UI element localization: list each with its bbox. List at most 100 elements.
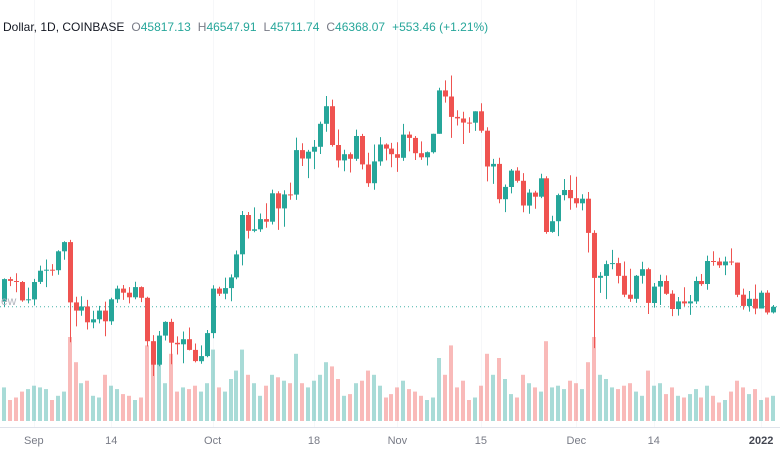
candle-body (437, 90, 442, 134)
candle-body (127, 292, 132, 298)
volume-bar (699, 397, 703, 421)
candle-body (759, 292, 764, 309)
candle-body (163, 321, 168, 336)
volume-bar (413, 391, 417, 421)
volume-bar (270, 374, 274, 421)
volume-bar (610, 387, 614, 421)
volume-bar (151, 341, 155, 421)
candle-body (443, 90, 448, 97)
volume-bar (109, 385, 113, 421)
time-axis-label[interactable]: 18 (308, 435, 320, 447)
volume-bar (133, 400, 137, 421)
volume-bar (127, 395, 131, 421)
volume-bar (622, 385, 626, 421)
volume-bar (556, 385, 560, 421)
candle-body (175, 342, 180, 345)
volume-bar (14, 397, 18, 421)
candle-body (634, 275, 639, 299)
candle-body (378, 144, 383, 162)
volume-bar (574, 383, 578, 421)
time-axis-label[interactable]: Sep (24, 435, 44, 447)
volume-bar (509, 394, 513, 421)
candle-body (38, 270, 43, 282)
volume-bar (747, 394, 751, 421)
volume-bar (485, 353, 489, 421)
volume-bar (473, 397, 477, 421)
volume-bar (431, 397, 435, 421)
volume-bar (205, 383, 209, 421)
candle-body (211, 288, 216, 334)
volume-bar (252, 383, 256, 421)
volume-bar (634, 391, 638, 421)
candle-body (413, 137, 418, 154)
candle-body (580, 198, 585, 204)
candle-body (473, 111, 478, 123)
time-axis-label[interactable]: Nov (388, 435, 408, 447)
candle-body (699, 281, 704, 285)
candle-body (747, 298, 752, 306)
candle-body (79, 306, 84, 311)
volume-bar (85, 380, 89, 421)
volume-bar (407, 389, 411, 421)
candle-body (74, 302, 79, 311)
candle-body (312, 146, 317, 152)
volume-bar (199, 391, 203, 421)
time-axis-label[interactable]: Dec (567, 435, 587, 447)
candle-body (610, 263, 615, 265)
time-axis-label[interactable]: 15 (475, 435, 487, 447)
candle-body (2, 279, 7, 302)
volume-bar (378, 385, 382, 421)
candle-body (682, 301, 687, 304)
candle-body (604, 264, 609, 276)
volume-bar (264, 385, 268, 421)
candle-body (389, 148, 394, 155)
cropped-watermark-text: ew (1, 294, 17, 308)
candle-body (562, 190, 567, 196)
volume-bar (121, 394, 125, 421)
candle-body (20, 282, 25, 301)
candle-body (694, 281, 699, 302)
volume-bar (187, 389, 191, 421)
time-axis-label[interactable]: 14 (648, 435, 660, 447)
candle-body (217, 288, 222, 294)
volume-bar (145, 345, 149, 421)
volume-bar (652, 385, 656, 421)
time-axis-label[interactable]: 2022 (749, 435, 773, 447)
volume-bar (91, 395, 95, 421)
volume-bar (658, 383, 662, 421)
candle-body (199, 356, 204, 362)
volume-bar (765, 397, 769, 421)
candle-body (753, 298, 758, 309)
volume-bar (300, 383, 304, 421)
volume-bar (628, 383, 632, 421)
candle-body (556, 195, 561, 222)
volume-bar (360, 380, 364, 421)
volume-bar (449, 345, 453, 421)
volume-bar (229, 379, 233, 421)
candle-body (574, 198, 579, 204)
volume-bar (753, 389, 757, 421)
chart-legend[interactable]: Dollar, 1D, COINBASE O45817.13 H46547.91 L4… (3, 20, 488, 34)
candle-body (151, 341, 156, 365)
volume-bar (20, 391, 24, 421)
volume-bar (670, 387, 674, 421)
candle-body (425, 152, 430, 158)
volume-bar (735, 380, 739, 421)
symbol-title[interactable]: Dollar, 1D, COINBASE (3, 20, 125, 34)
candle-body (676, 301, 681, 310)
candle-body (664, 281, 669, 294)
candle-body (592, 232, 597, 278)
candle-body (324, 106, 329, 124)
time-axis-label[interactable]: 14 (105, 435, 117, 447)
candle-body (598, 275, 603, 278)
volume-bar (163, 383, 167, 421)
volume-bar (258, 395, 262, 421)
volume-bar (68, 337, 72, 421)
candle-body (294, 150, 299, 195)
volume-bar (8, 400, 12, 421)
time-axis-label[interactable]: Oct (204, 435, 221, 447)
candle-body (56, 251, 61, 271)
volume-bar (676, 395, 680, 421)
candle-body (264, 219, 269, 222)
